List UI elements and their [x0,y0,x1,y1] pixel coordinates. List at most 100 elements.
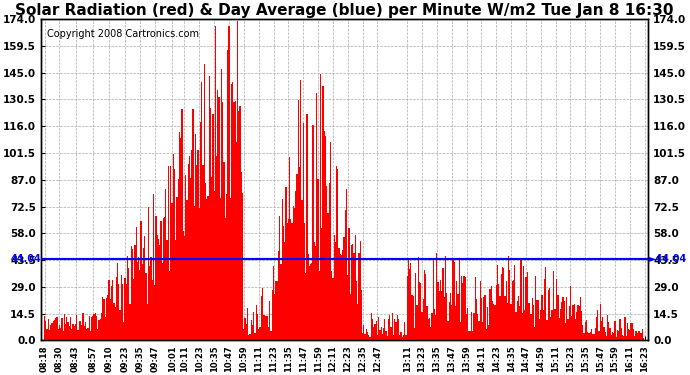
Bar [550,317,551,340]
Bar [364,334,366,340]
Bar [597,310,598,340]
Bar [99,319,101,340]
Bar [263,315,264,340]
Bar [185,175,186,340]
Bar [313,125,314,340]
Bar [464,276,466,340]
Bar [175,240,177,340]
Bar [295,191,297,340]
Bar [300,80,302,340]
Bar [511,304,512,340]
Bar [165,189,166,340]
Text: ►44.04: ►44.04 [649,254,687,264]
Bar [519,306,520,340]
Bar [239,106,241,340]
Bar [289,157,290,340]
Bar [383,328,384,340]
Bar [277,281,278,340]
Bar [75,324,76,340]
Bar [274,294,275,340]
Bar [612,332,613,340]
Bar [299,167,300,340]
Bar [556,279,558,340]
Bar [620,328,622,340]
Bar [104,299,105,340]
Bar [548,290,549,340]
Bar [217,90,219,340]
Bar [207,196,208,340]
Bar [270,331,272,340]
Bar [49,330,50,340]
Bar [448,302,450,340]
Bar [371,313,372,340]
Bar [440,280,441,340]
Bar [357,304,358,340]
Bar [529,303,531,340]
Bar [183,231,184,340]
Bar [503,268,504,340]
Bar [85,322,86,340]
Bar [361,290,362,340]
Bar [554,309,555,340]
Bar [581,310,582,340]
Bar [590,332,591,340]
Bar [74,326,75,340]
Bar [482,322,483,340]
Bar [113,303,115,340]
Bar [200,122,201,340]
Bar [88,316,90,340]
Bar [492,301,493,340]
Bar [453,262,455,340]
Bar [305,273,306,340]
Bar [60,327,61,340]
Bar [230,198,231,340]
Bar [101,313,102,340]
Bar [582,325,584,340]
Bar [166,240,168,340]
Bar [436,252,437,340]
Bar [186,200,188,340]
Bar [196,165,197,340]
Bar [252,325,253,340]
Bar [130,246,132,340]
Bar [398,319,399,340]
Bar [319,271,320,340]
Bar [328,183,330,340]
Bar [638,332,639,340]
Bar [406,276,408,340]
Bar [227,50,228,340]
Bar [520,260,522,340]
Bar [193,109,194,340]
Bar [478,321,480,340]
Bar [414,328,415,340]
Bar [46,329,48,340]
Bar [163,218,164,340]
Bar [195,134,196,340]
Bar [341,255,342,340]
Bar [508,256,509,340]
Bar [302,200,303,340]
Bar [159,245,160,340]
Bar [317,179,319,340]
Bar [168,166,169,340]
Bar [106,297,107,340]
Bar [446,293,447,340]
Bar [138,257,139,340]
Bar [363,325,364,340]
Bar [107,296,108,340]
Bar [573,304,575,340]
Bar [189,156,190,340]
Bar [139,270,141,340]
Bar [170,166,171,340]
Bar [575,319,576,340]
Bar [259,327,261,340]
Bar [517,301,518,340]
Bar [293,206,294,340]
Bar [272,290,273,340]
Bar [495,285,497,340]
Bar [540,310,542,340]
Bar [632,323,633,340]
Bar [442,268,444,340]
Bar [208,76,210,340]
Bar [80,321,81,340]
